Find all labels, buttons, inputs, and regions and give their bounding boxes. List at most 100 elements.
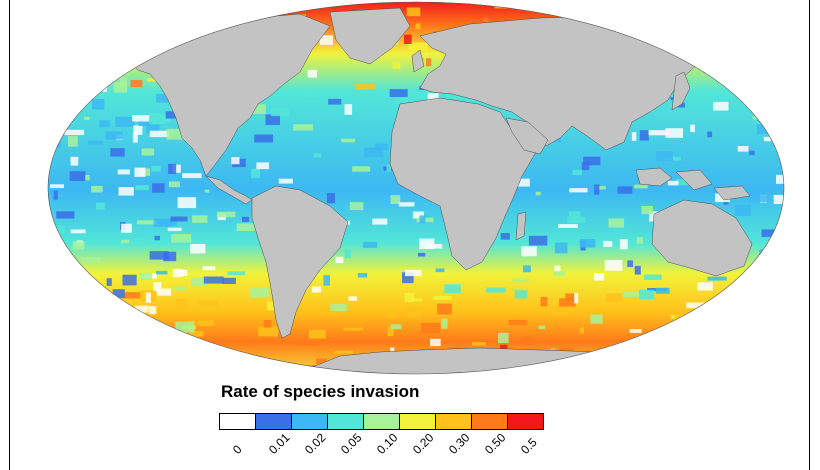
ocean-cell [515,178,530,187]
ocean-cell [95,202,105,210]
legend-swatch [291,413,328,430]
ocean-cell [412,211,424,219]
ocean-cell [92,332,108,339]
ocean-cell [641,342,650,347]
ocean-cell [297,341,318,346]
ocean-cell [110,11,128,16]
ocean-cell [398,202,415,207]
ocean-cell [389,89,408,97]
ocean-cell [660,23,677,27]
ocean-cell [60,330,72,337]
ocean-cell [106,278,112,286]
ocean-cell [344,104,353,115]
ocean-cell [756,308,773,314]
ocean-cell [634,265,641,275]
ocean-cell [278,178,293,184]
ocean-cell [419,238,435,250]
ocean-cell [249,4,268,11]
legend-swatch [435,413,472,430]
ocean-cell [79,11,99,17]
ocean-cell [275,365,290,371]
ocean-cell [69,171,86,181]
ocean-cell [655,287,670,294]
africa-land [389,97,537,271]
ocean-cell [386,164,392,172]
ocean-cell [252,356,262,364]
ocean-cell [638,22,650,31]
ocean-cell [70,268,76,278]
ocean-cell [131,347,147,356]
ocean-cell [522,336,532,346]
ocean-cell [92,99,105,110]
ocean-cell [619,239,628,250]
ocean-cell [135,305,149,313]
ocean-cell [639,289,655,300]
ocean-cell [721,77,733,85]
ocean-cell [115,116,135,127]
ocean-cell [50,120,59,131]
ocean-cell [404,34,412,44]
ocean-cell [769,34,781,39]
ocean-cell [763,96,775,102]
ocean-cell [242,216,250,222]
ocean-cell [624,344,635,353]
ocean-cell [639,130,649,141]
ocean-cell [265,114,280,125]
ocean-cell [173,5,192,15]
ocean-cell [742,362,753,367]
ocean-cell [171,234,192,243]
ocean-cell [56,211,75,219]
ocean-cell [184,355,199,359]
ocean-cell [426,58,432,67]
ocean-cell [671,356,686,362]
ocean-cell [594,184,600,195]
world-map [47,1,785,375]
ocean-cell [118,187,134,196]
ocean-cell [74,276,92,284]
ocean-cell [328,98,342,105]
ocean-cell [112,289,125,299]
ocean-cell [402,272,414,284]
ocean-cell [766,37,773,46]
ocean-cell [720,300,728,309]
ocean-cell [394,97,408,104]
ocean-cell [156,288,172,296]
ocean-cell [154,235,160,241]
ocean-cell [693,331,707,342]
ocean-cell [387,310,397,318]
ocean-cell [321,311,340,317]
ocean-cell [567,216,586,224]
ocean-cell [608,218,625,228]
ocean-cell [144,8,159,13]
ocean-cell [372,218,388,225]
ocean-cell [107,336,113,347]
ocean-cell [636,237,643,244]
australia-land [651,199,753,277]
ocean-cell [77,346,92,353]
ocean-cell [766,61,772,67]
ocean-cell [153,218,173,227]
ocean-cell [716,42,727,47]
ocean-cell [632,342,647,353]
ocean-cell [594,186,606,190]
ocean-cell [323,275,330,286]
ocean-cell [258,326,278,337]
ocean-cell [64,129,85,136]
ocean-cell [149,130,170,138]
ocean-cell [675,179,691,186]
ocean-cell [129,62,139,66]
ocean-cell [307,69,317,78]
ocean-cell [175,321,195,333]
figure-frame [9,0,810,470]
ocean-cell [471,342,486,346]
ocean-cell [160,6,175,16]
ocean-cell [98,343,105,352]
ocean-cell [780,280,784,287]
british-isles-land [411,49,425,73]
ocean-cell [668,21,673,27]
ocean-cell [121,223,132,233]
ocean-cell [175,298,186,307]
indonesia-land [635,167,751,201]
ocean-cell [500,344,508,352]
ocean-cell [148,306,157,315]
